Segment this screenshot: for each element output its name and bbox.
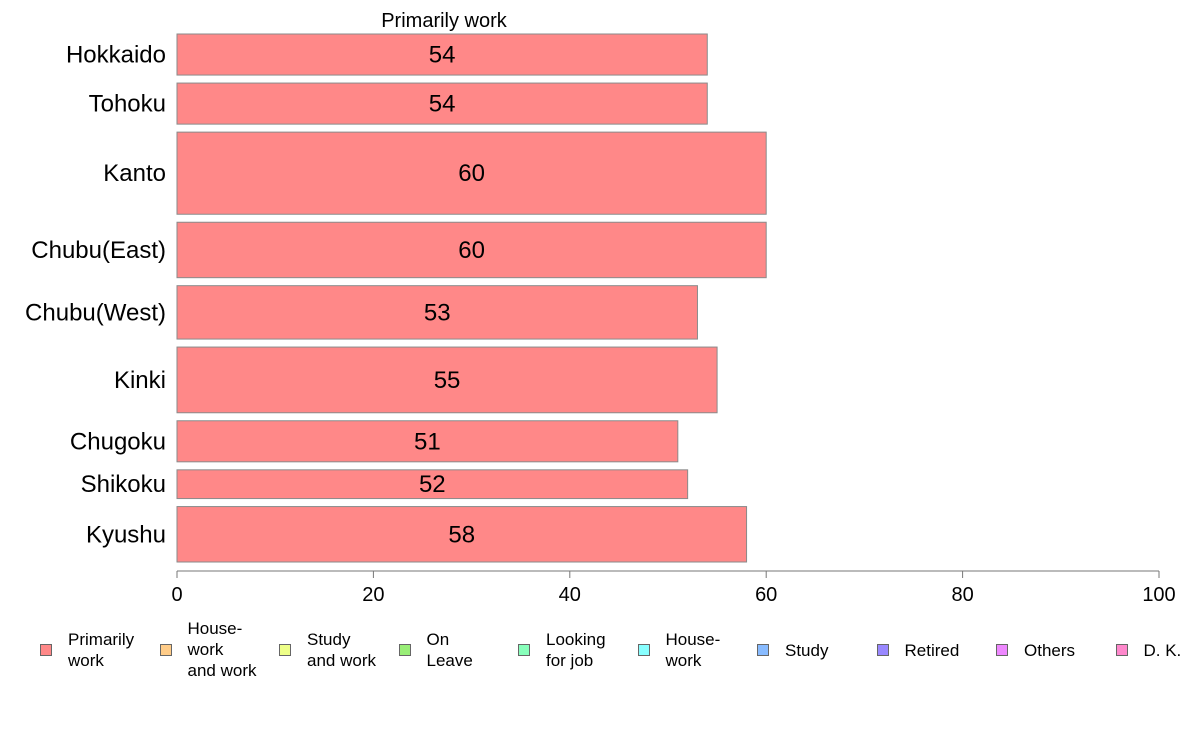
legend-item: Primarily work — [40, 618, 134, 671]
category-label: Chubu(East) — [31, 237, 166, 264]
bar-kyushu — [176, 506, 748, 563]
x-tick-label: 20 — [362, 584, 384, 606]
legend-swatch — [1115, 644, 1128, 656]
x-axis: 0 20 40 60 80 100 — [171, 570, 1176, 606]
legend-item: On Leave — [398, 618, 473, 671]
legend-label: House- work and work — [187, 619, 257, 680]
legend-swatch — [40, 644, 52, 656]
category-label: Chubu(West) — [25, 299, 166, 326]
bar-chubu-east — [176, 221, 767, 279]
legend-swatch — [876, 644, 889, 656]
legend-label: Study — [785, 641, 829, 660]
legend-swatch — [398, 644, 411, 656]
data-label: 53 — [424, 299, 451, 326]
data-label: 55 — [434, 367, 461, 394]
x-tick-label: 100 — [1142, 584, 1175, 606]
chart-title: Primarily work — [381, 10, 508, 32]
legend-label: Others — [1024, 641, 1076, 660]
bars-group: Hokkaido 54 Tohoku 54 Kanto 60 Chubu(East) 60 Ch… — [25, 33, 767, 563]
bar-shikoku — [176, 469, 689, 500]
legend-item: Retired — [876, 618, 960, 661]
x-tick-label: 80 — [951, 584, 973, 606]
legend-label: Retired — [904, 641, 960, 660]
data-label: 60 — [458, 237, 485, 264]
legend-item: Others — [996, 618, 1075, 661]
category-label: Hokkaido — [66, 42, 166, 69]
data-label: 54 — [429, 91, 456, 118]
legend-label: Primarily work — [68, 630, 135, 670]
category-label: Tohoku — [89, 91, 166, 118]
data-label: 52 — [419, 471, 446, 498]
x-tick-label: 0 — [171, 584, 182, 606]
data-label: 58 — [448, 521, 475, 548]
legend-item: Looking for job — [518, 618, 606, 671]
bar-hokkaido — [176, 33, 708, 76]
x-tick-label: 60 — [755, 584, 777, 606]
legend-swatch — [518, 644, 530, 656]
legend-swatch — [637, 644, 650, 656]
legend-label: Study and work — [307, 630, 376, 670]
category-label: Shikoku — [81, 471, 166, 498]
bar-kanto — [176, 131, 767, 215]
legend: Primarily work House- work and work Study … — [0, 618, 1188, 698]
category-label: Kanto — [103, 160, 166, 187]
data-label: 54 — [429, 42, 456, 69]
legend-item: House- work — [637, 618, 721, 671]
data-label: 51 — [414, 428, 441, 455]
category-label: Kyushu — [86, 521, 166, 548]
legend-item: House- work and work — [159, 618, 257, 681]
legend-item: D. K. — [1115, 618, 1182, 661]
legend-label: House- work — [665, 630, 721, 670]
legend-item: Study — [757, 618, 828, 661]
legend-swatch — [757, 644, 769, 656]
legend-label: On Leave — [426, 630, 473, 670]
legend-label: D. K. — [1143, 641, 1182, 660]
bar-kinki — [176, 346, 718, 414]
bar-chubu-west — [176, 285, 698, 340]
data-label: 60 — [458, 160, 485, 187]
bar-chugoku — [176, 420, 679, 463]
legend-swatch — [159, 644, 172, 656]
legend-label: Looking for job — [546, 630, 606, 670]
legend-swatch — [279, 644, 291, 656]
bar-tohoku — [176, 82, 708, 125]
x-tick-label: 40 — [559, 584, 581, 606]
category-label: Kinki — [114, 367, 166, 394]
legend-swatch — [996, 644, 1008, 656]
legend-item: Study and work — [279, 618, 376, 671]
category-label: Chugoku — [70, 428, 166, 455]
